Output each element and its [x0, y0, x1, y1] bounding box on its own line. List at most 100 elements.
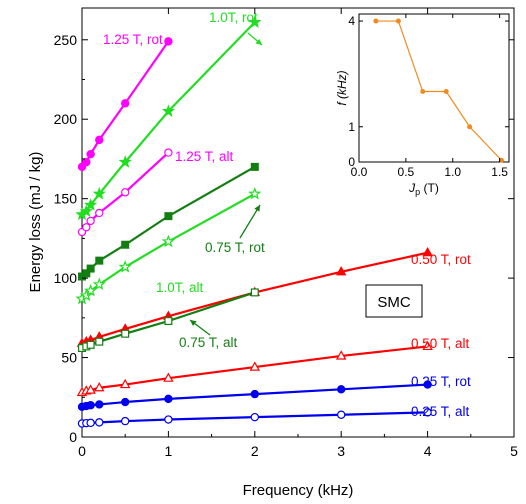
- y-tick-label: 200: [54, 111, 78, 127]
- data-point-1-0t-rot: [84, 198, 98, 211]
- label-0-25-t-alt: 0.25 T, alt: [411, 404, 470, 419]
- data-point-0-25-t-rot: [95, 400, 104, 409]
- label-1-25-t-rot: 1.25 T, rot: [103, 32, 163, 47]
- data-point-1-25-t-rot: [120, 99, 130, 108]
- data-point-1-0t-rot: [79, 204, 93, 217]
- data-point-1-25-t-alt: [164, 148, 173, 157]
- x-tick-label: 0: [78, 443, 86, 459]
- series-1-0t-alt: [75, 186, 262, 305]
- data-point-1-0t-alt: [248, 186, 262, 200]
- y-tick-label: 50: [61, 350, 77, 366]
- inset-background: [359, 14, 509, 162]
- data-point-0-75-t-rot: [121, 240, 130, 249]
- data-point-1-25-t-rot: [86, 149, 95, 159]
- inset-series-line: [375, 20, 502, 161]
- inset-x-label-unit: (T): [420, 181, 439, 195]
- data-point-0-50-t-alt: [335, 350, 347, 360]
- series-0-75-t-rot: [77, 162, 259, 281]
- data-point-0-50-t-alt: [163, 372, 174, 382]
- series-labels: 1.25 T, rot 1.0T, rot 1.25 T, alt 0.75 T, r…: [103, 10, 471, 419]
- data-point-0-25-t-rot: [250, 389, 259, 399]
- series-0-25-t-rot: [77, 380, 432, 412]
- data-point-0-25-t-rot: [423, 380, 432, 389]
- data-point-1-25-t-rot: [164, 37, 173, 46]
- data-point-0-25-t-alt: [86, 418, 95, 428]
- y-axis-label: Energy loss (mJ / kg): [27, 152, 44, 293]
- series-0-75-t-alt: [77, 288, 259, 353]
- label-arrowhead-0-75-t-alt: [190, 320, 197, 326]
- data-point-0-50-t-alt: [85, 384, 96, 394]
- inset-y-tick-label: 4: [348, 14, 355, 28]
- x-tick-label: 1: [165, 443, 173, 459]
- inset-data-point: [420, 89, 426, 95]
- inset-x-label-sub: p: [415, 187, 420, 197]
- inset-x-tick-label: 1.0: [444, 165, 461, 179]
- data-point-0-75-t-rot: [95, 256, 104, 265]
- series-1-25-t-rot: [77, 37, 173, 172]
- inset-series-layer: [373, 18, 504, 163]
- inset-x-tick-label: 1.5: [491, 165, 508, 179]
- inset-data-point: [443, 89, 449, 95]
- series-line-1-0t-rot: [81, 21, 256, 216]
- label-1-0t-rot: 1.0T, rot: [209, 10, 258, 25]
- inset-x-label-main: J: [408, 181, 416, 195]
- x-axis-label: Frequency (kHz): [243, 482, 354, 499]
- data-point-1-25-t-rot: [82, 157, 91, 167]
- inset-y-tick-label: 0: [348, 155, 355, 169]
- inset-axis-layer: 0.0 0.5 1.0 1.5 0 1 4: [348, 14, 509, 179]
- label-0-50-t-rot: 0.50 T, rot: [411, 252, 471, 267]
- data-point-0-25-t-alt: [423, 408, 432, 417]
- data-point-0-75-t-rot: [86, 264, 95, 273]
- data-point-1-0t-alt: [92, 277, 106, 291]
- inset-frame: [358, 13, 510, 163]
- data-point-1-0t-alt: [84, 283, 98, 297]
- data-point-0-25-t-alt: [337, 410, 346, 419]
- label-0-25-t-rot: 0.25 T, rot: [411, 374, 471, 389]
- smc-annotation: SMC: [365, 284, 423, 318]
- inset-x-axis-label: Jp (T): [408, 181, 439, 197]
- series-0-25-t-alt: [77, 408, 432, 428]
- data-point-1-0t-rot: [118, 155, 132, 168]
- inset-data-point: [395, 18, 401, 24]
- data-point-1-0t-rot: [161, 104, 175, 117]
- data-point-1-0t-rot: [92, 186, 106, 200]
- data-point-0-50-t-alt: [422, 340, 433, 351]
- data-point-1-25-t-rot: [95, 135, 104, 145]
- label-1-25-t-alt: 1.25 T, alt: [175, 149, 234, 164]
- data-point-0-25-t-alt: [120, 416, 130, 426]
- label-0-75-t-alt: 0.75 T, alt: [179, 335, 238, 350]
- data-point-0-75-t-rot: [82, 269, 91, 278]
- data-point-0-50-t-alt: [119, 378, 131, 389]
- smc-annotation-text: SMC: [377, 294, 411, 311]
- x-tick-label: 3: [337, 443, 345, 459]
- label-0-50-t-alt: 0.50 T, alt: [411, 336, 470, 351]
- series-1-25-t-alt: [77, 148, 173, 237]
- data-point-1-25-t-alt: [82, 223, 91, 232]
- data-point-0-75-t-alt: [250, 288, 259, 297]
- x-tick-label: 5: [510, 443, 518, 459]
- data-point-0-75-t-rot: [250, 162, 259, 171]
- data-point-1-25-t-alt: [120, 188, 130, 197]
- inset-data-point: [373, 18, 379, 24]
- series-layer: [75, 15, 433, 428]
- data-point-1-25-t-alt: [86, 216, 95, 226]
- label-arrow-0-75-t-rot: [239, 204, 261, 239]
- data-point-1-0t-alt: [118, 260, 132, 273]
- data-point-0-50-t-alt: [249, 361, 261, 371]
- label-1-0t-alt: 1.0T, alt: [156, 280, 204, 295]
- data-point-0-50-t-alt: [94, 382, 105, 392]
- y-tick-label: 100: [54, 270, 78, 286]
- data-point-1-0t-alt: [161, 234, 175, 248]
- smc-annotation-box: [365, 284, 423, 318]
- inset-y-tick-label: 1: [348, 120, 355, 134]
- data-point-0-25-t-alt: [250, 412, 259, 422]
- x-tick-label: 4: [424, 443, 432, 459]
- y-tick-label: 150: [54, 191, 78, 207]
- inset-x-tick-label: 0.0: [351, 165, 368, 179]
- inset-y-axis-label: f (kHz): [335, 70, 349, 105]
- label-arrowhead-1-0t-rot: [255, 38, 262, 45]
- inset-chart: 0.0 0.5 1.0 1.5 0 1 4 f (kHz) Jp (T): [335, 13, 510, 197]
- data-point-0-75-t-rot: [164, 212, 173, 221]
